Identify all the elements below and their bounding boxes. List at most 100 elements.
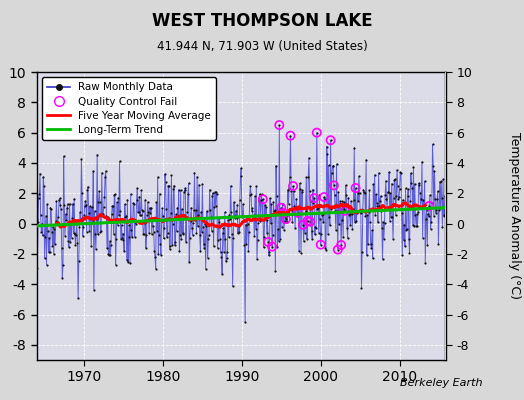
Point bbox=[432, 206, 441, 213]
Point bbox=[59, 153, 68, 159]
Point bbox=[105, 252, 113, 259]
Point bbox=[430, 168, 439, 174]
Point bbox=[334, 246, 342, 253]
Point bbox=[156, 190, 164, 197]
Point bbox=[283, 186, 292, 193]
Point bbox=[208, 193, 216, 199]
Point bbox=[160, 225, 168, 231]
Point bbox=[288, 219, 297, 226]
Point bbox=[262, 204, 270, 210]
Point bbox=[324, 231, 332, 238]
Point bbox=[319, 210, 327, 217]
Point bbox=[179, 230, 187, 237]
Point bbox=[378, 256, 387, 262]
Point bbox=[177, 236, 185, 242]
Point bbox=[137, 187, 146, 194]
Point bbox=[326, 222, 334, 228]
Point bbox=[103, 245, 111, 252]
Point bbox=[432, 210, 440, 216]
Point bbox=[148, 231, 156, 238]
Point bbox=[119, 236, 128, 243]
Point bbox=[203, 254, 212, 261]
Point bbox=[424, 213, 433, 220]
Point bbox=[406, 198, 414, 204]
Point bbox=[161, 171, 169, 177]
Point bbox=[169, 221, 177, 227]
Point bbox=[236, 196, 244, 203]
Point bbox=[104, 213, 112, 220]
Point bbox=[140, 230, 148, 237]
Point bbox=[88, 204, 96, 210]
Point bbox=[192, 230, 201, 236]
Point bbox=[95, 199, 104, 205]
Point bbox=[317, 231, 325, 238]
Point bbox=[121, 201, 129, 208]
Point bbox=[84, 210, 93, 216]
Point bbox=[375, 203, 384, 209]
Point bbox=[172, 228, 181, 234]
Point bbox=[66, 239, 74, 246]
Point bbox=[68, 234, 76, 241]
Point bbox=[289, 183, 297, 189]
Point bbox=[223, 255, 231, 262]
Point bbox=[355, 173, 363, 179]
Point bbox=[157, 252, 165, 258]
Point bbox=[259, 244, 268, 251]
Point bbox=[413, 223, 422, 230]
Point bbox=[253, 256, 261, 262]
Point bbox=[385, 169, 394, 175]
Point bbox=[287, 188, 296, 194]
Point bbox=[293, 210, 302, 216]
Point bbox=[76, 209, 84, 216]
Point bbox=[99, 211, 107, 217]
Point bbox=[167, 172, 176, 179]
Point bbox=[280, 218, 289, 224]
Point bbox=[220, 249, 228, 255]
Point bbox=[376, 197, 384, 204]
Point bbox=[163, 230, 172, 237]
Point bbox=[247, 190, 255, 197]
Point bbox=[38, 220, 46, 227]
Point bbox=[265, 249, 274, 255]
Point bbox=[118, 235, 126, 242]
Point bbox=[68, 214, 77, 221]
Point bbox=[223, 249, 232, 256]
Point bbox=[64, 244, 73, 250]
Point bbox=[165, 246, 173, 252]
Point bbox=[289, 183, 297, 189]
Point bbox=[427, 219, 435, 226]
Point bbox=[252, 183, 260, 190]
Point bbox=[411, 211, 420, 218]
Point bbox=[361, 190, 369, 196]
Point bbox=[409, 222, 417, 229]
Point bbox=[232, 215, 241, 222]
Point bbox=[92, 215, 101, 222]
Text: 41.944 N, 71.903 W (United States): 41.944 N, 71.903 W (United States) bbox=[157, 40, 367, 53]
Point bbox=[277, 204, 286, 211]
Point bbox=[282, 212, 291, 218]
Point bbox=[120, 248, 128, 254]
Point bbox=[204, 236, 213, 243]
Point bbox=[353, 190, 362, 196]
Point bbox=[344, 194, 353, 201]
Point bbox=[205, 187, 214, 193]
Point bbox=[259, 196, 267, 202]
Point bbox=[316, 216, 324, 222]
Point bbox=[368, 227, 376, 234]
Point bbox=[290, 188, 298, 194]
Point bbox=[225, 212, 234, 218]
Point bbox=[232, 208, 240, 214]
Point bbox=[180, 187, 189, 193]
Point bbox=[193, 173, 201, 180]
Point bbox=[378, 225, 386, 231]
Point bbox=[102, 212, 111, 219]
Point bbox=[100, 194, 108, 200]
Point bbox=[340, 206, 348, 212]
Point bbox=[123, 196, 132, 203]
Point bbox=[407, 170, 415, 176]
Point bbox=[283, 219, 291, 226]
Point bbox=[150, 248, 159, 254]
Point bbox=[52, 198, 61, 204]
Point bbox=[375, 170, 383, 176]
Point bbox=[326, 137, 335, 144]
